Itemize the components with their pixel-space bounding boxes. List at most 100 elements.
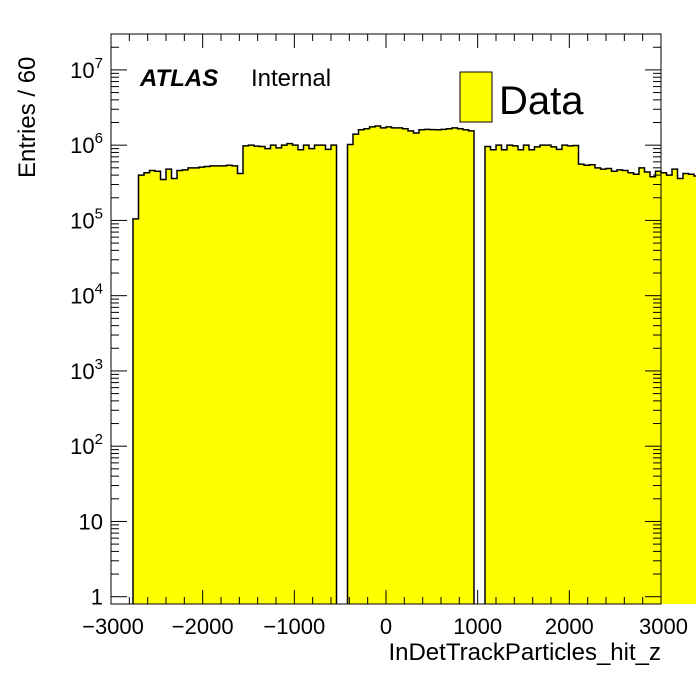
histogram-bar	[523, 145, 529, 604]
x-axis-title: InDetTrackParticles_hit_z	[388, 639, 661, 666]
y-tick-label: 10	[79, 509, 103, 534]
histogram-bar	[243, 145, 249, 605]
histogram-bar	[567, 145, 573, 605]
histogram-bar	[325, 149, 331, 604]
histogram-bar	[661, 172, 667, 604]
histogram-bar	[628, 172, 634, 604]
histogram-bar	[347, 144, 353, 604]
histogram-bar	[232, 165, 238, 605]
histogram-bar	[562, 145, 568, 604]
histogram-bar	[215, 165, 221, 605]
histogram-bar	[639, 167, 645, 604]
histogram-bar	[292, 145, 298, 604]
histogram-bar	[210, 165, 216, 605]
histogram-bar	[672, 169, 678, 604]
histogram-bar	[694, 175, 696, 604]
histogram-bar	[133, 218, 139, 605]
histogram-bar	[540, 145, 546, 604]
y-tick-label: 104	[70, 281, 103, 309]
histogram-bar	[584, 165, 590, 604]
histogram-bar	[149, 170, 155, 604]
histogram-bar	[281, 145, 287, 604]
legend-label: Data	[499, 79, 584, 123]
histogram-bar	[138, 175, 144, 605]
histogram-bar	[177, 170, 183, 604]
histogram-bar	[188, 167, 194, 604]
histogram-bar	[600, 169, 606, 604]
histogram-outline	[132, 142, 338, 604]
histogram-bar	[226, 165, 232, 604]
atlas-internal-label: Internal	[251, 65, 331, 92]
histogram-bar	[529, 149, 535, 604]
histogram-bar	[507, 145, 513, 604]
histogram-bar	[270, 145, 276, 604]
histogram-bar	[650, 176, 656, 605]
histogram-bar	[358, 129, 364, 605]
y-axis-title: Entries / 60	[14, 57, 41, 178]
histogram-bar	[556, 149, 562, 604]
histogram-bar	[402, 128, 408, 605]
histogram-bar	[369, 126, 375, 604]
histogram-bar	[298, 149, 304, 604]
histogram-bar	[353, 134, 359, 604]
histogram-bar	[155, 171, 161, 604]
histogram-bar	[237, 173, 243, 604]
histogram-bar	[578, 164, 584, 605]
histogram-bar	[611, 171, 617, 604]
histogram-bar	[276, 147, 282, 604]
histogram-bar	[248, 145, 254, 604]
y-tick-label: 1	[91, 585, 103, 610]
legend-swatch	[459, 71, 493, 123]
histogram-bar	[430, 129, 436, 604]
histogram-bar	[512, 145, 518, 605]
histogram-bar	[303, 145, 309, 604]
x-tick-label: 3000	[639, 614, 688, 639]
histogram-bars	[132, 125, 696, 605]
atlas-label: ATLAS	[139, 65, 218, 92]
histogram-bar	[595, 167, 601, 604]
histogram-bar	[259, 146, 265, 604]
x-tick-label: 0	[380, 614, 392, 639]
histogram-bar	[166, 169, 172, 604]
histogram-bar	[364, 128, 370, 605]
histogram-outline	[346, 125, 475, 604]
histogram-bar	[309, 148, 315, 604]
x-tick-label: 1000	[453, 614, 502, 639]
histogram-bar	[545, 145, 551, 604]
histogram-bar	[666, 175, 672, 605]
histogram-bar	[182, 169, 188, 604]
histogram-bar	[419, 129, 425, 605]
histogram-bar	[199, 167, 205, 604]
histogram-bar	[413, 133, 419, 604]
histogram-bar	[677, 178, 683, 604]
histogram-bar	[160, 179, 166, 604]
x-tick-label: −1000	[263, 614, 325, 639]
x-tick-label: −3000	[82, 614, 144, 639]
histogram-bar	[391, 127, 397, 604]
histogram-bar	[386, 126, 392, 604]
histogram-bar	[485, 146, 491, 604]
histogram-bar	[204, 166, 210, 604]
x-tick-labels: −3000 −2000 −1000 0 1000 2000 3000	[82, 614, 688, 639]
y-tick-label: 103	[70, 356, 103, 384]
histogram-bar	[221, 165, 227, 605]
x-tick-label: −2000	[172, 614, 234, 639]
y-tick-label: 106	[70, 130, 103, 158]
histogram-bar	[457, 128, 463, 605]
histogram-bar	[314, 145, 320, 604]
y-tick-label: 102	[70, 431, 103, 459]
histogram-bar	[633, 174, 639, 604]
histogram-bar	[573, 145, 579, 604]
histogram-bar	[424, 129, 430, 605]
histogram-bar	[622, 170, 628, 604]
histogram-bar	[490, 149, 496, 604]
histogram-bar	[463, 129, 469, 605]
histogram-bar	[534, 146, 540, 604]
histogram-bar	[375, 125, 381, 604]
histogram-bar	[265, 148, 271, 604]
histogram-bar	[144, 172, 150, 604]
y-tick-label: 105	[70, 205, 103, 233]
histogram-bar	[501, 149, 507, 604]
histogram-bar	[688, 174, 694, 604]
